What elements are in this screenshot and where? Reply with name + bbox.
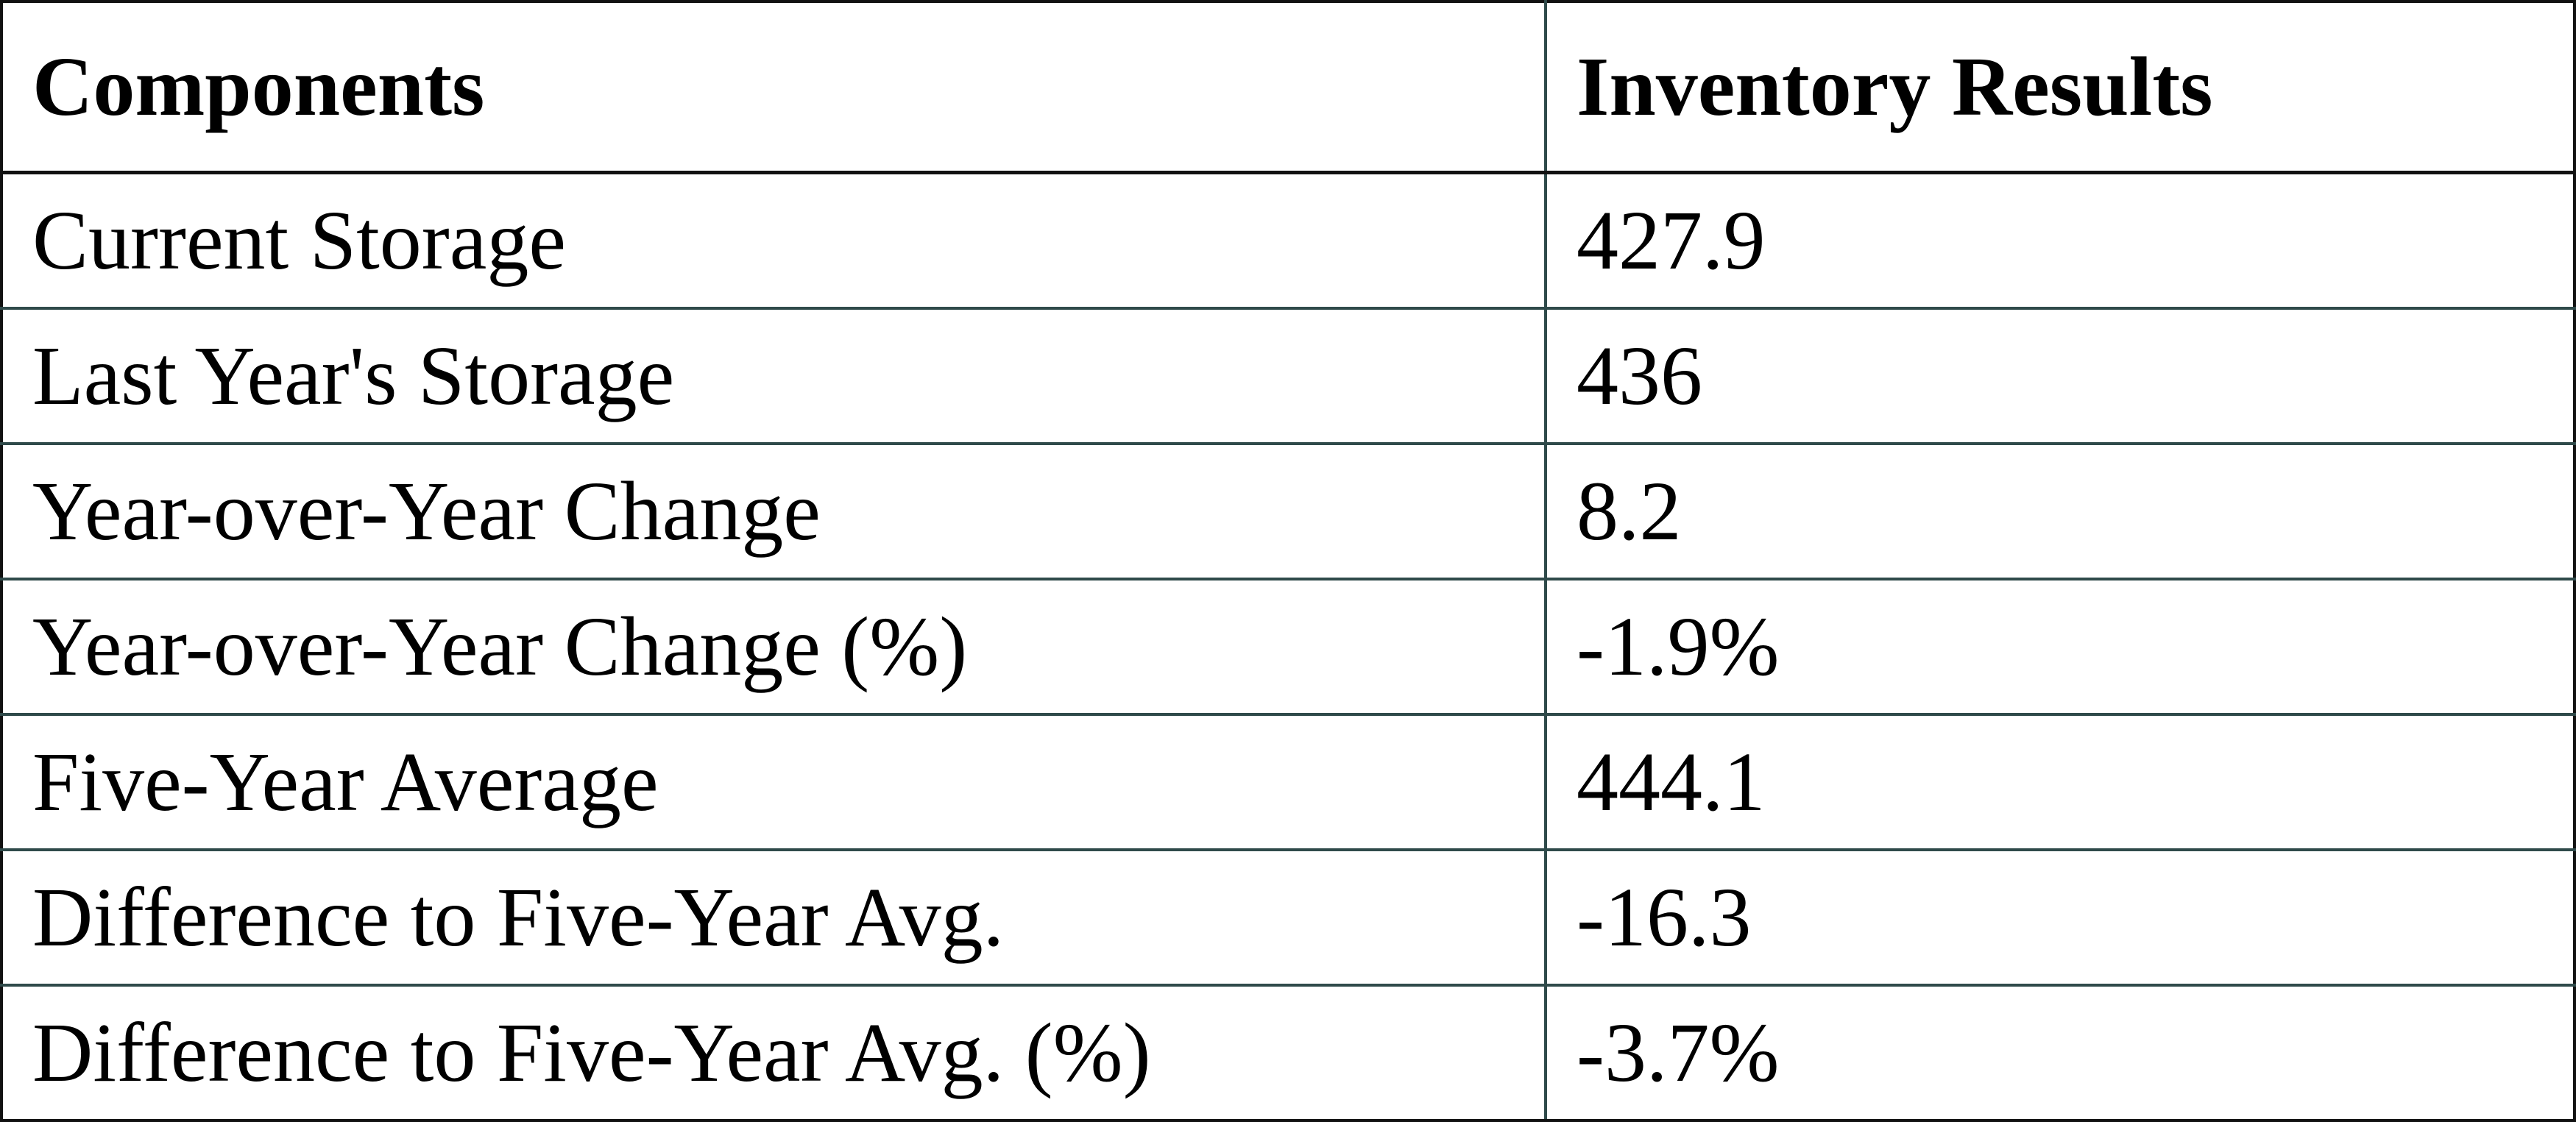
result-cell: -3.7% [1544,984,2576,1122]
component-cell: Difference to Five-Year Avg. (%) [0,984,1547,1122]
component-cell: Difference to Five-Year Avg. [0,848,1547,987]
component-cell: Current Storage [0,171,1547,310]
component-cell: Year-over-Year Change (%) [0,578,1547,716]
table-row: Year-over-Year Change (%) -1.9% [0,578,2576,716]
table-row: Current Storage 427.9 [0,171,2576,310]
result-cell: 8.2 [1544,442,2576,580]
result-cell: 436 [1544,307,2576,445]
header-cell: Components [0,0,1547,174]
table-row: Five-Year Average 444.1 [0,713,2576,851]
result-cell: -16.3 [1544,848,2576,987]
result-cell: 444.1 [1544,713,2576,851]
table-body: Current Storage 427.9 Last Year's Storage 4… [0,171,2576,1122]
header-cell: Inventory Results [1544,0,2576,174]
table-row: Difference to Five-Year Avg. (%) -3.7% [0,984,2576,1122]
result-cell: -1.9% [1544,578,2576,716]
table-row: Last Year's Storage 436 [0,307,2576,445]
component-cell: Year-over-Year Change [0,442,1547,580]
table-row: Difference to Five-Year Avg. -16.3 [0,848,2576,987]
header-row: Components Inventory Results [0,0,2576,174]
component-cell: Last Year's Storage [0,307,1547,445]
table-row: Year-over-Year Change 8.2 [0,442,2576,580]
component-cell: Five-Year Average [0,713,1547,851]
table-header: Components Inventory Results [0,0,2576,174]
result-cell: 427.9 [1544,171,2576,310]
